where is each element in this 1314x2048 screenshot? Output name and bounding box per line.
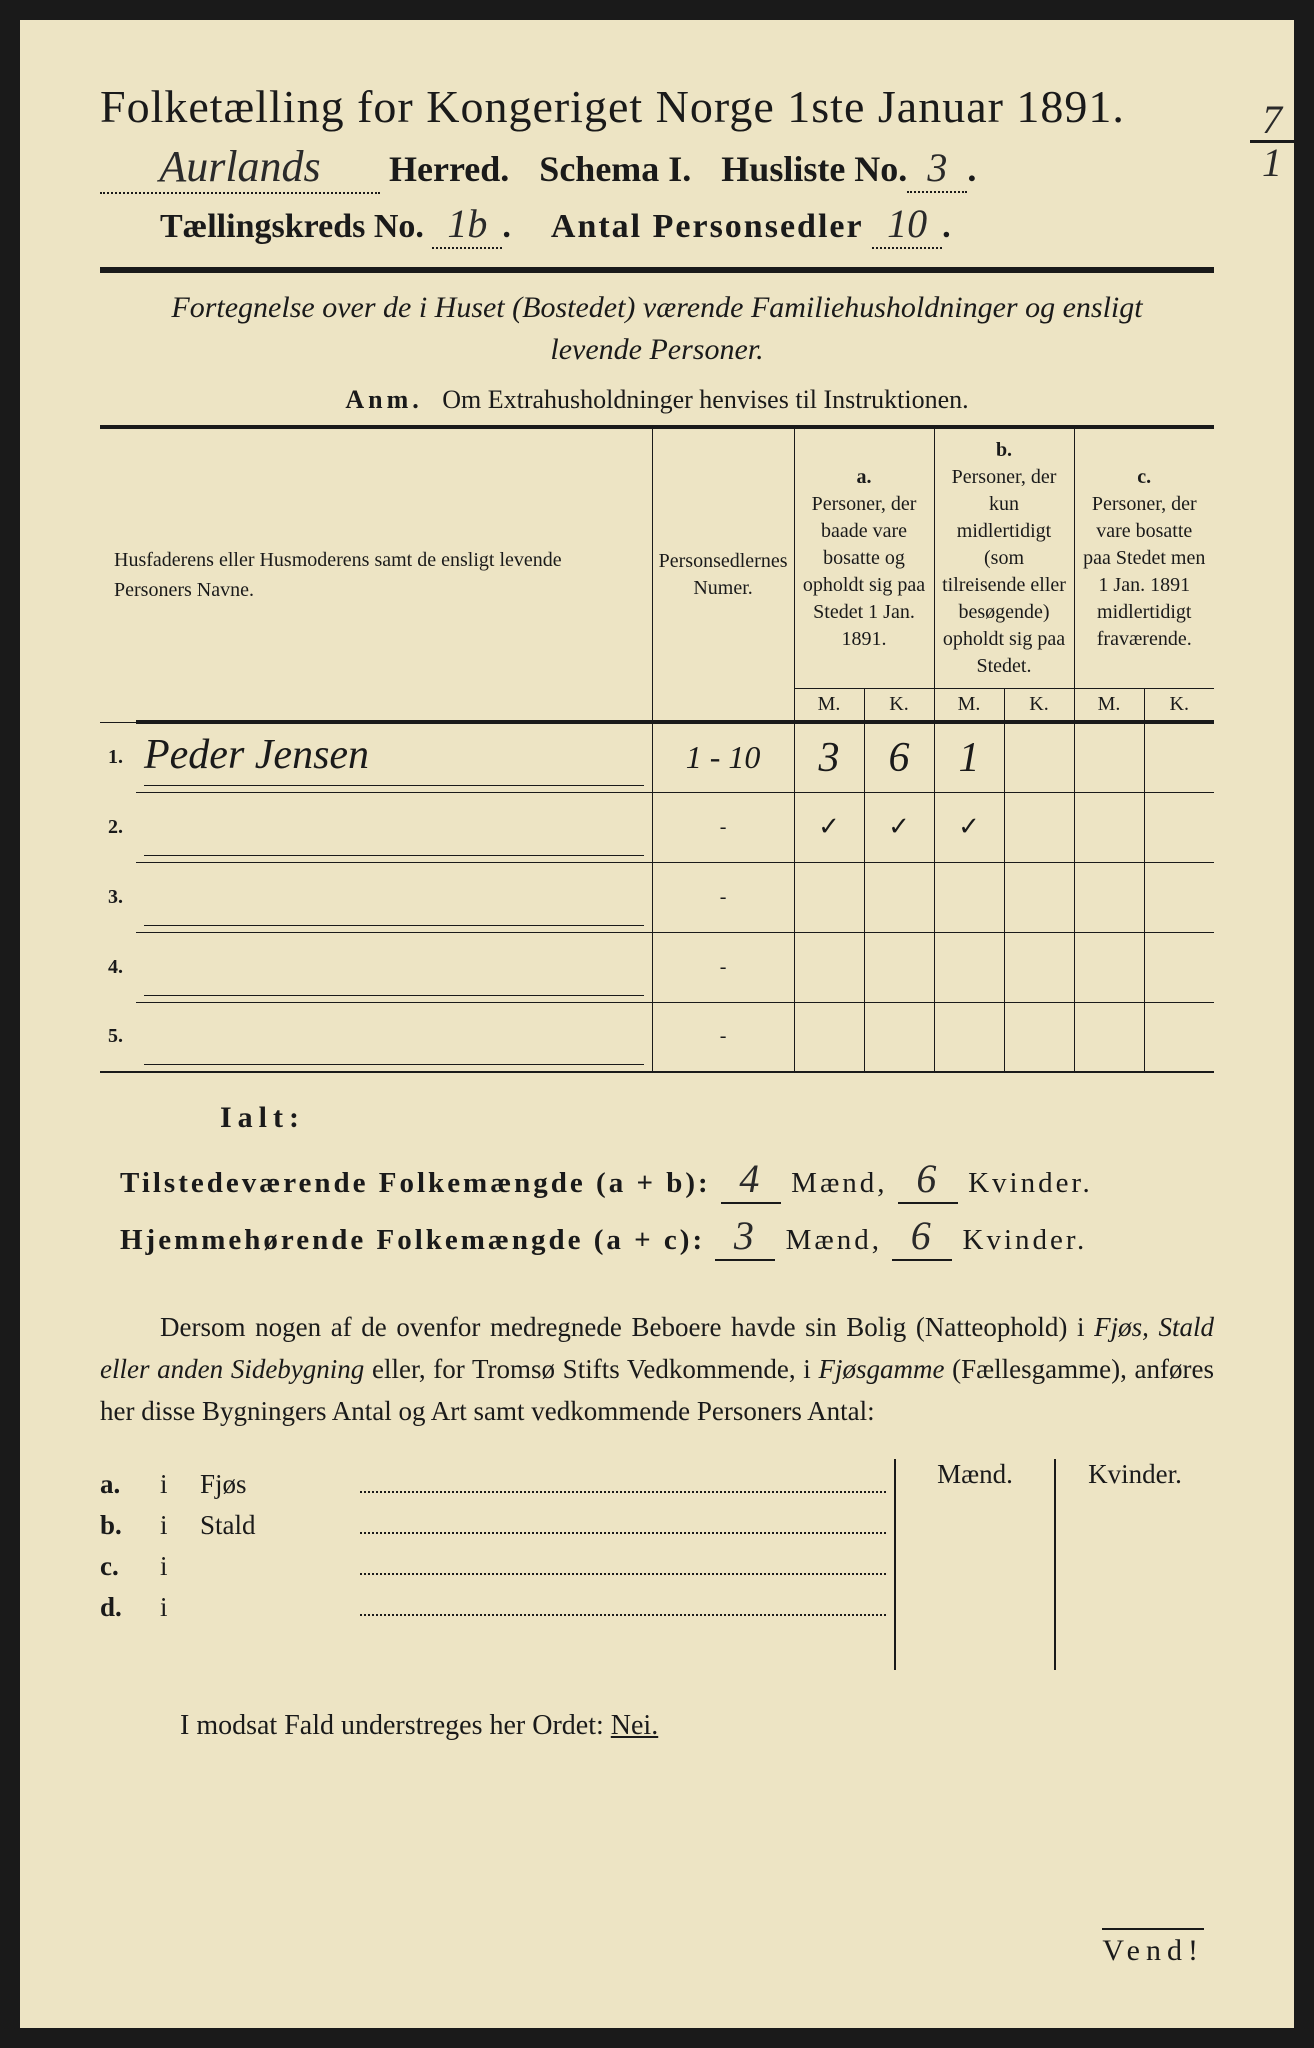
schema-label: Schema I. xyxy=(539,148,691,190)
outbuild-row: a.iFjøs xyxy=(100,1469,894,1500)
table-row: 1.Peder Jensen1 - 10361 xyxy=(100,722,1214,792)
herred-label: Herred. xyxy=(389,148,509,190)
anm-note: Anm. Om Extrahusholdninger henvises til … xyxy=(100,385,1214,415)
outbuild-rows: a.iFjøs b.iStald c.i d.i xyxy=(100,1459,894,1670)
antal-value: 10 xyxy=(872,200,942,249)
col-c-head: c. Personer, der vare bosatte paa Stedet… xyxy=(1074,427,1214,689)
vend-label: Vend! xyxy=(1102,1928,1204,1968)
mk-maend: Mænd. xyxy=(896,1459,1056,1490)
subtitle: Fortegnelse over de i Huset (Bostedet) v… xyxy=(100,287,1214,371)
outbuild-row: c.i xyxy=(100,1551,894,1582)
subtitle-line1: Fortegnelse over de i Huset (Bostedet) v… xyxy=(171,291,1142,324)
c-m: M. xyxy=(1074,689,1144,723)
margin-top-num: 7 xyxy=(1250,100,1294,143)
table-row: 5.- xyxy=(100,1002,1214,1072)
margin-fraction: 7 1 xyxy=(1250,100,1294,183)
ialt-label: Ialt: xyxy=(220,1101,1214,1135)
person-num: 1 - 10 xyxy=(652,722,794,792)
outbuild-row: d.i xyxy=(100,1592,894,1623)
rule-1 xyxy=(100,267,1214,273)
main-table: Husfaderens eller Husmoderens samt de en… xyxy=(100,425,1214,1073)
tkreds-value: 1b xyxy=(432,200,502,249)
c-k: K. xyxy=(1144,689,1214,723)
mk-kvinder: Kvinder. xyxy=(1056,1459,1214,1490)
person-num: - xyxy=(652,792,794,862)
person-num: - xyxy=(652,932,794,1002)
person-num: - xyxy=(652,862,794,932)
subtitle-line2: levende Personer. xyxy=(550,333,763,366)
outbuilding-paragraph: Dersom nogen af de ovenfor medregnede Be… xyxy=(100,1307,1214,1433)
table-row: 4.- xyxy=(100,932,1214,1002)
totals-line-2: Hjemmehørende Folkemængde (a + c): 3 Mæn… xyxy=(120,1212,1214,1261)
husliste-label: Husliste No. xyxy=(721,148,907,190)
census-form-page: 7 1 Folketælling for Kongeriget Norge 1s… xyxy=(20,20,1294,2028)
a-m: M. xyxy=(794,689,864,723)
herred-row: Aurlands Herred. Schema I. Husliste No. … xyxy=(100,141,1214,194)
antal-label: Antal Personsedler xyxy=(551,208,864,246)
tkreds-row: Tællingskreds No. 1b . Antal Personsedle… xyxy=(160,200,1214,249)
total-ac-k: 6 xyxy=(892,1212,952,1261)
anm-text: Om Extrahusholdninger henvises til Instr… xyxy=(442,385,968,414)
margin-bot-num: 1 xyxy=(1250,143,1294,183)
person-num: - xyxy=(652,1002,794,1072)
outbuilding-section: a.iFjøs b.iStald c.i d.i Mænd. Kvinder. xyxy=(100,1459,1214,1670)
b-k: K. xyxy=(1004,689,1074,723)
total-ab-m: 4 xyxy=(721,1155,781,1204)
herred-value: Aurlands xyxy=(100,141,380,194)
col-name-head: Husfaderens eller Husmoderens samt de en… xyxy=(100,427,652,722)
totals-line-1: Tilstedeværende Folkemængde (a + b): 4 M… xyxy=(120,1155,1214,1204)
total-ab-k: 6 xyxy=(898,1155,958,1204)
nei-word: Nei. xyxy=(611,1710,658,1741)
outbuild-mk: Mænd. Kvinder. xyxy=(894,1459,1214,1670)
tkreds-label: Tællingskreds No. xyxy=(160,208,424,246)
a-k: K. xyxy=(864,689,934,723)
table-row: 3.- xyxy=(100,862,1214,932)
table-row: 2.-✓✓✓ xyxy=(100,792,1214,862)
outbuild-row: b.iStald xyxy=(100,1510,894,1541)
col-a-head: a. Personer, der baade vare bosatte og o… xyxy=(794,427,934,689)
b-m: M. xyxy=(934,689,1004,723)
main-title: Folketælling for Kongeriget Norge 1ste J… xyxy=(100,80,1214,133)
total-ac-m: 3 xyxy=(715,1212,775,1261)
col-num-head: Personsedlernes Numer. xyxy=(652,427,794,722)
final-line: I modsat Fald understreges her Ordet: Ne… xyxy=(180,1710,1214,1742)
col-b-head: b. Personer, der kun midlertidigt (som t… xyxy=(934,427,1074,689)
husliste-value: 3 xyxy=(907,144,967,193)
person-name: Peder Jensen xyxy=(144,731,369,779)
anm-label: Anm. xyxy=(345,385,422,414)
